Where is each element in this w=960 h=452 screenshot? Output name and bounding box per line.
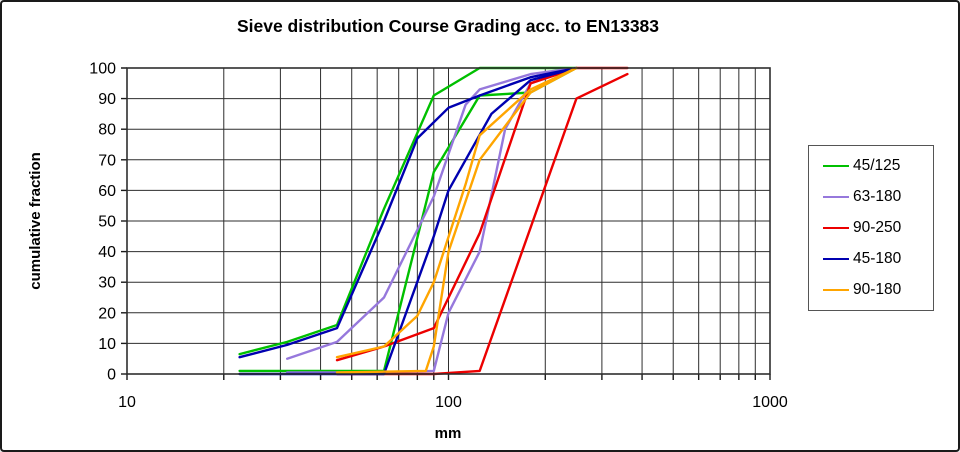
y-tick-label-20: 20 [98, 305, 116, 322]
y-axis-title: cumulative fraction [27, 152, 44, 290]
legend-item-90-180: 90-180 [823, 281, 933, 299]
legend-item-63-180: 63-180 [823, 188, 933, 206]
y-tick-label-90: 90 [98, 91, 116, 108]
legend-label-45-180: 45-180 [853, 250, 902, 268]
y-tick-label-30: 30 [98, 275, 116, 292]
legend-label-63-180: 63-180 [853, 187, 902, 205]
x-axis-title: mm [435, 425, 462, 442]
axis-ticks [121, 67, 771, 380]
y-tick-label-80: 80 [98, 122, 116, 139]
plot-border [126, 67, 771, 375]
x-tick-label-1000: 1000 [752, 394, 788, 411]
legend-label-90-250: 90-250 [853, 218, 902, 236]
series-line-45-180-upper [238, 66, 578, 359]
legend-item-90-250: 90-250 [823, 219, 933, 237]
legend-swatch-45-180 [823, 258, 849, 261]
x-tick-label-100: 100 [435, 394, 462, 411]
y-tick-label-40: 40 [98, 244, 116, 261]
series-line-90-180-lower [335, 66, 578, 374]
legend-swatch-45/125 [823, 164, 849, 167]
chart-legend: 45/125 63-180 90-250 45-180 90-180 [808, 145, 934, 311]
y-tick-label-10: 10 [98, 336, 116, 353]
legend-swatch-90-180 [823, 289, 849, 292]
legend-item-45/125: 45/125 [823, 157, 933, 175]
y-tick-label-70: 70 [98, 152, 116, 169]
x-tick-label-10: 10 [118, 394, 136, 411]
series-line-45/125-upper [238, 66, 578, 356]
y-tick-label-60: 60 [98, 183, 116, 200]
legend-label-90-180: 90-180 [853, 281, 902, 299]
series-line-90-180-upper [335, 66, 578, 359]
series-line-63-180-upper [286, 66, 578, 360]
series-line-90-250-upper [335, 66, 629, 362]
grid-lines [127, 68, 770, 374]
y-tick-label-100: 100 [89, 61, 116, 78]
legend-swatch-90-250 [823, 226, 849, 229]
legend-item-45-180: 45-180 [823, 250, 933, 268]
legend-swatch-63-180 [823, 195, 849, 198]
y-tick-label-50: 50 [98, 214, 116, 231]
y-tick-label-0: 0 [107, 367, 116, 384]
chart-title: Sieve distribution Course Grading acc. t… [237, 16, 659, 36]
legend-label-45/125: 45/125 [853, 156, 901, 174]
